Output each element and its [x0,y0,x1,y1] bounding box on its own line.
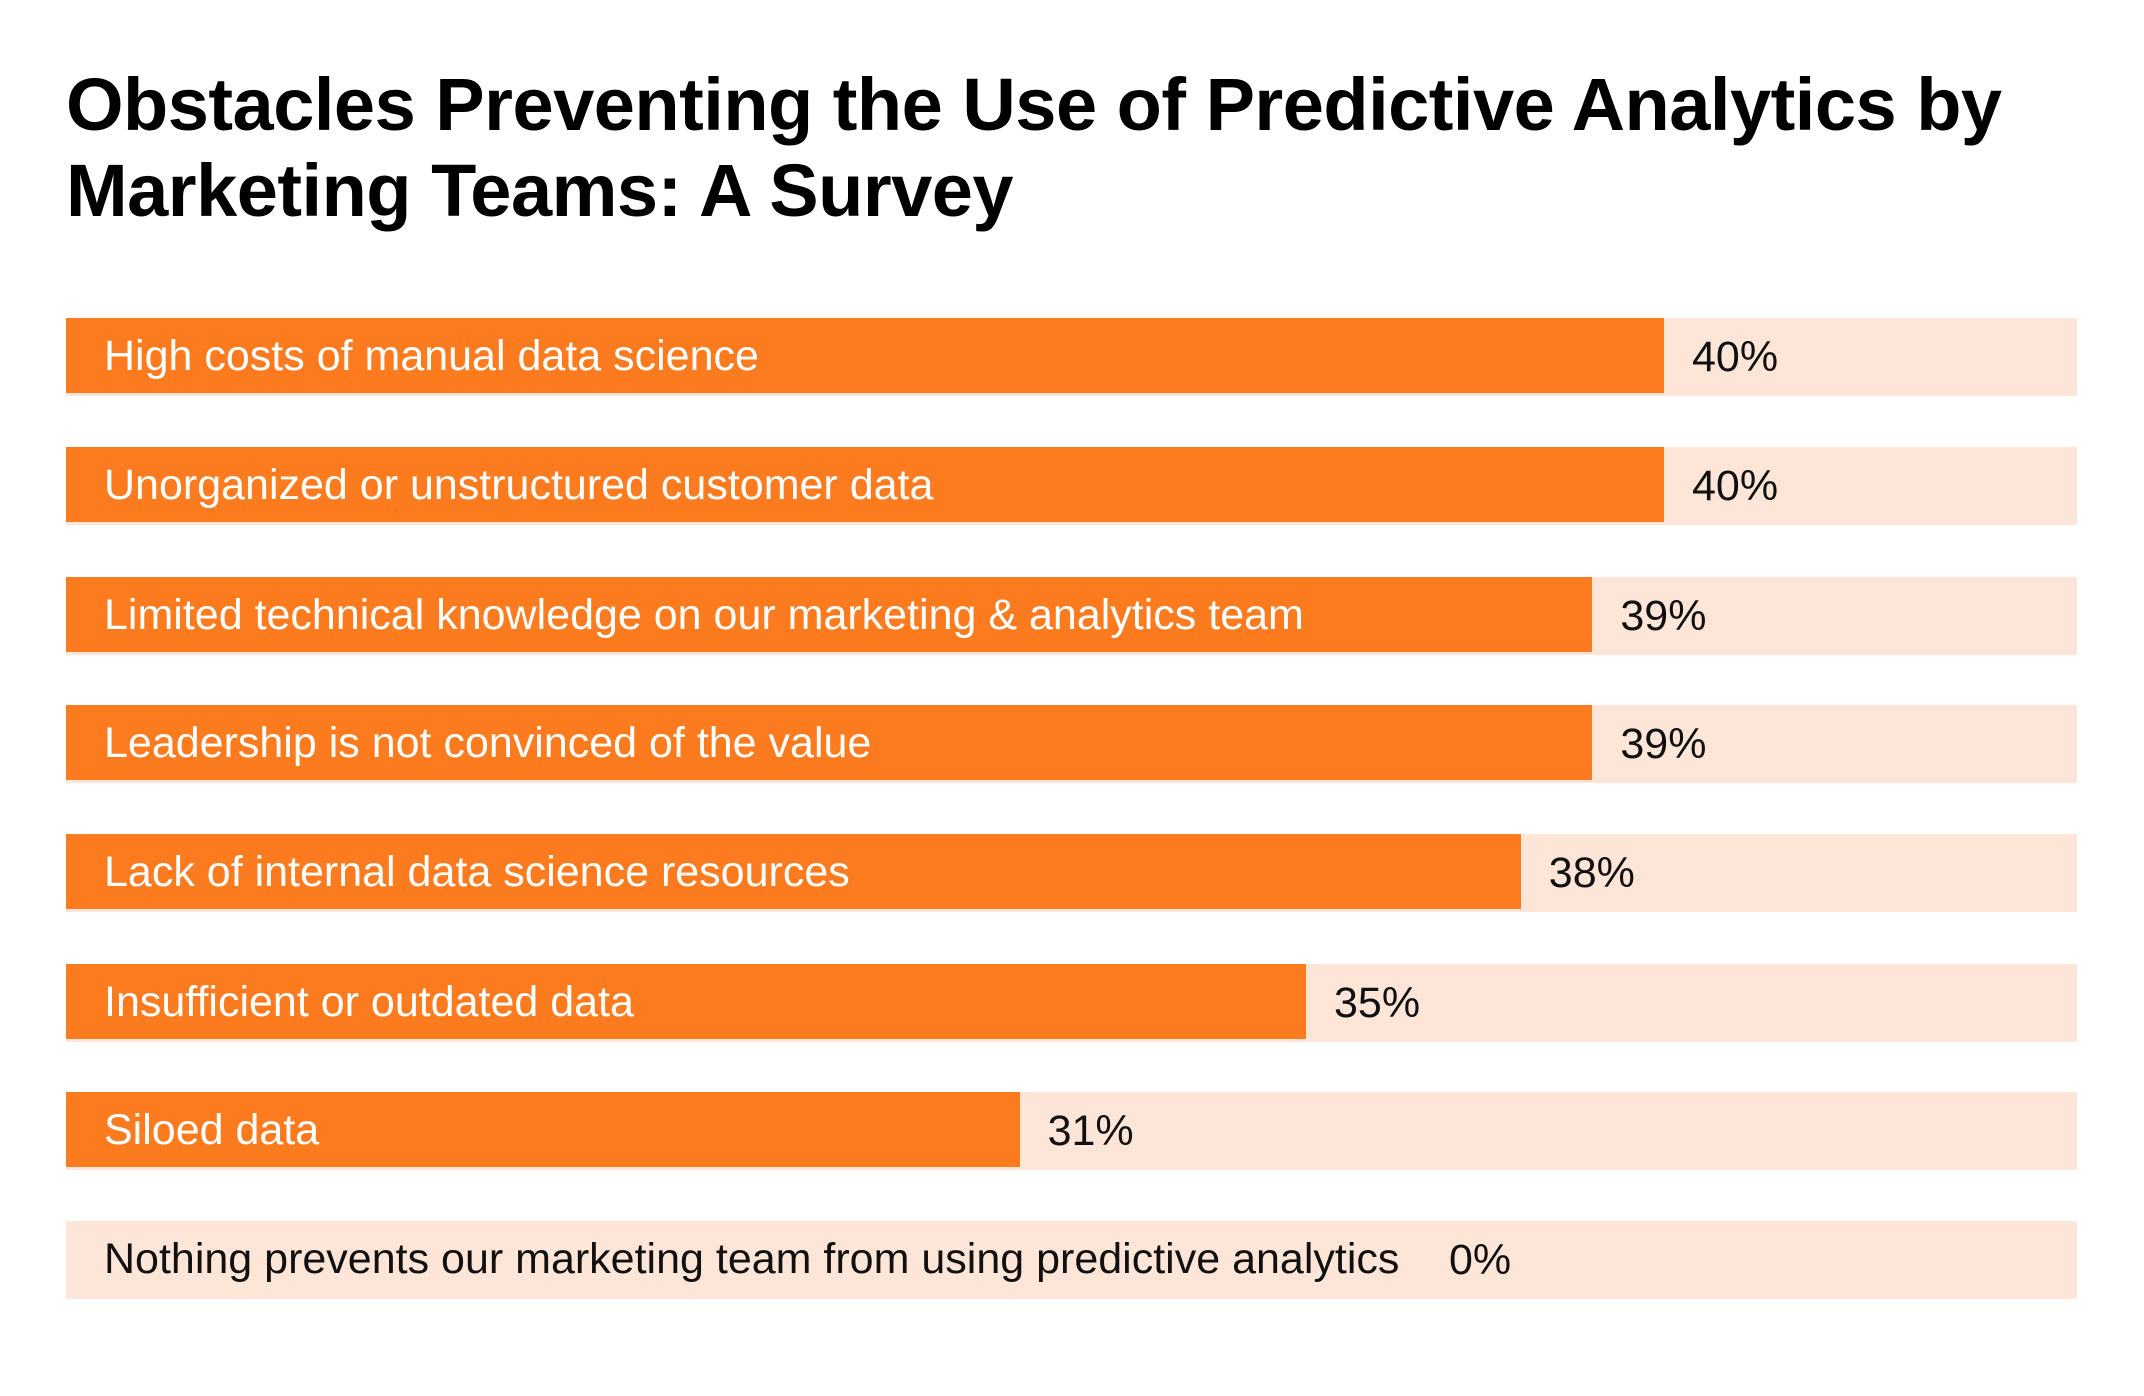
value-label: 35% [1334,979,1421,1027]
bar-label: Siloed data [104,1106,320,1154]
bar [66,318,1664,393]
bar-row: High costs of manual data science 40% [66,318,2077,396]
bar-label: Leadership is not convinced of the value [104,719,872,767]
value-label: 0% [1449,1236,1512,1284]
bar-row: Leadership is not convinced of the value… [66,705,2077,783]
bar-label: Lack of internal data science resources [104,848,850,896]
bar-label: Limited technical knowledge on our marke… [104,591,1304,639]
bar-row: Limited technical knowledge on our marke… [66,577,2077,655]
bar-row: Nothing prevents our marketing team from… [66,1221,2077,1299]
value-label: 40% [1692,333,1779,381]
bar-label: Unorganized or unstructured customer dat… [104,461,934,509]
bar-label: Insufficient or outdated data [104,978,634,1026]
bar [66,447,1664,522]
value-label: 39% [1620,592,1707,640]
bar-row: Insufficient or outdated data 35% [66,964,2077,1042]
bar [66,1092,1020,1167]
bar [66,577,1593,652]
bar-row: Siloed data 31% [66,1092,2077,1170]
bar-label: High costs of manual data science [104,332,759,380]
bar [66,964,1306,1039]
bar [66,834,1521,909]
bar-row: Lack of internal data science resources 3… [66,834,2077,912]
value-label: 38% [1548,849,1635,897]
bar-label: Nothing prevents our marketing team from… [104,1235,1400,1283]
bar-row: Unorganized or unstructured customer dat… [66,447,2077,525]
bar-track [66,1221,2077,1299]
bar [66,705,1593,780]
chart-title: Obstacles Preventing the Use of Predicti… [66,63,2002,232]
value-label: 31% [1047,1107,1134,1155]
value-label: 39% [1620,720,1707,768]
value-label: 40% [1692,462,1779,510]
